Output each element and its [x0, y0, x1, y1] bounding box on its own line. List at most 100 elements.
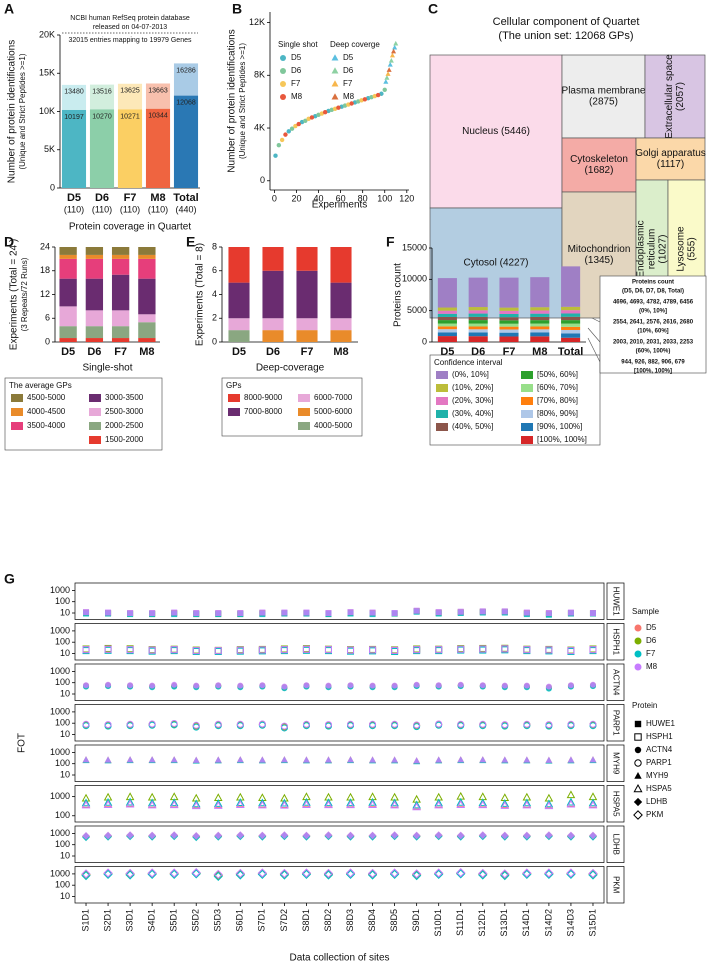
panel-label: C: [428, 1, 438, 17]
point: [299, 119, 305, 125]
bar: [499, 326, 519, 330]
point: [523, 756, 531, 763]
point: [316, 112, 321, 118]
treemap-label: reticulum: [647, 229, 658, 270]
bar: [59, 338, 77, 342]
bar: [561, 337, 581, 342]
point: [191, 799, 201, 808]
y-tick-label: 1000: [50, 666, 70, 676]
point: [479, 756, 487, 763]
facet-strip: [606, 866, 625, 904]
point: [457, 681, 464, 688]
treemap-label: (555): [687, 237, 698, 260]
box-counts: 2003, 2010, 2031, 2033, 2253: [613, 340, 694, 346]
point: [236, 756, 244, 763]
point: [280, 756, 288, 763]
bar: [468, 313, 488, 317]
legend-swatch: [521, 397, 533, 405]
x-tick-label: S7D2: [279, 909, 289, 932]
bar-value-label: 10271: [120, 113, 140, 120]
point: [588, 800, 598, 809]
point: [545, 683, 552, 690]
legend-marker: [633, 797, 643, 807]
point: [302, 720, 310, 728]
panel-label: D: [4, 234, 14, 250]
bar: [468, 310, 488, 314]
point: [192, 723, 200, 731]
point: [323, 870, 334, 880]
point: [169, 869, 179, 880]
point: [375, 92, 381, 98]
treemap-label: (1345): [585, 255, 614, 266]
point: [192, 647, 200, 655]
x-tick-label: D6: [95, 192, 109, 204]
legend-label: (40%, 50%]: [452, 422, 493, 431]
bar: [85, 254, 104, 259]
treemap-label: (2875): [589, 97, 618, 108]
point: [326, 108, 331, 114]
point: [368, 800, 377, 808]
point: [147, 868, 157, 878]
x-axis-label: Single-shot: [82, 363, 132, 374]
legend-marker: [634, 663, 642, 671]
point: [434, 798, 443, 807]
facet-strip: [606, 785, 625, 823]
x-tick-label: 100: [377, 193, 392, 203]
point: [257, 869, 267, 880]
point: [457, 756, 465, 763]
point: [147, 798, 157, 807]
y-tick-label: 20K: [39, 29, 55, 39]
legend-marker: [633, 810, 643, 820]
point: [390, 798, 399, 807]
facet-label: ACTN4: [611, 669, 620, 696]
x-tick-label: S14D2: [543, 909, 553, 937]
y-tick-label: 100: [55, 810, 70, 820]
legend-swatch: [298, 408, 310, 416]
bar: [499, 317, 519, 321]
box-range: (10%, 60%]: [637, 329, 668, 335]
bar: [111, 326, 130, 339]
x-axis-label: Protein coverage in Quartet: [69, 222, 192, 233]
treemap-cell: [644, 54, 706, 139]
x-axis-label: Deep-coverage: [256, 363, 325, 374]
bar: [468, 326, 488, 330]
point: [324, 831, 333, 840]
y-tick-label: 10: [60, 688, 70, 698]
chart-subtitle: (The union set: 12068 GPs): [498, 30, 633, 42]
point: [389, 868, 400, 878]
point: [149, 610, 156, 617]
bar: [499, 329, 519, 333]
point: [302, 797, 311, 806]
bar: [59, 254, 77, 259]
bar: [561, 266, 581, 307]
legend-swatch: [11, 408, 23, 416]
point: [368, 797, 377, 806]
y-tick-label: 100: [55, 758, 70, 768]
point: [435, 609, 442, 616]
y-tick-label: 1000: [50, 868, 70, 878]
point: [522, 798, 532, 807]
point: [81, 798, 91, 807]
x-tick-label: S8D5: [389, 909, 399, 932]
bar: [296, 270, 318, 319]
legend-label: [100%, 100%]: [537, 435, 587, 444]
point: [170, 831, 179, 840]
y-tick-label: 10K: [39, 106, 55, 116]
treemap-label: (1117): [657, 159, 684, 170]
legend-label: (30%, 40%]: [452, 409, 493, 418]
y-tick-label: 4: [212, 289, 217, 299]
y-tick-label: 100: [55, 839, 70, 849]
point: [456, 831, 465, 840]
point: [456, 868, 466, 878]
point: [478, 870, 488, 880]
box-counts: 2554, 2641, 2576, 2616, 2680: [613, 320, 694, 326]
point: [478, 868, 488, 879]
y-tick-label: 10: [60, 891, 70, 901]
legend-marker: [634, 637, 642, 645]
point: [566, 799, 576, 808]
bar: [437, 316, 457, 321]
bar: [530, 310, 550, 314]
bar: [262, 330, 284, 342]
legend-label: 2500-3000: [105, 407, 144, 416]
point: [567, 682, 574, 689]
